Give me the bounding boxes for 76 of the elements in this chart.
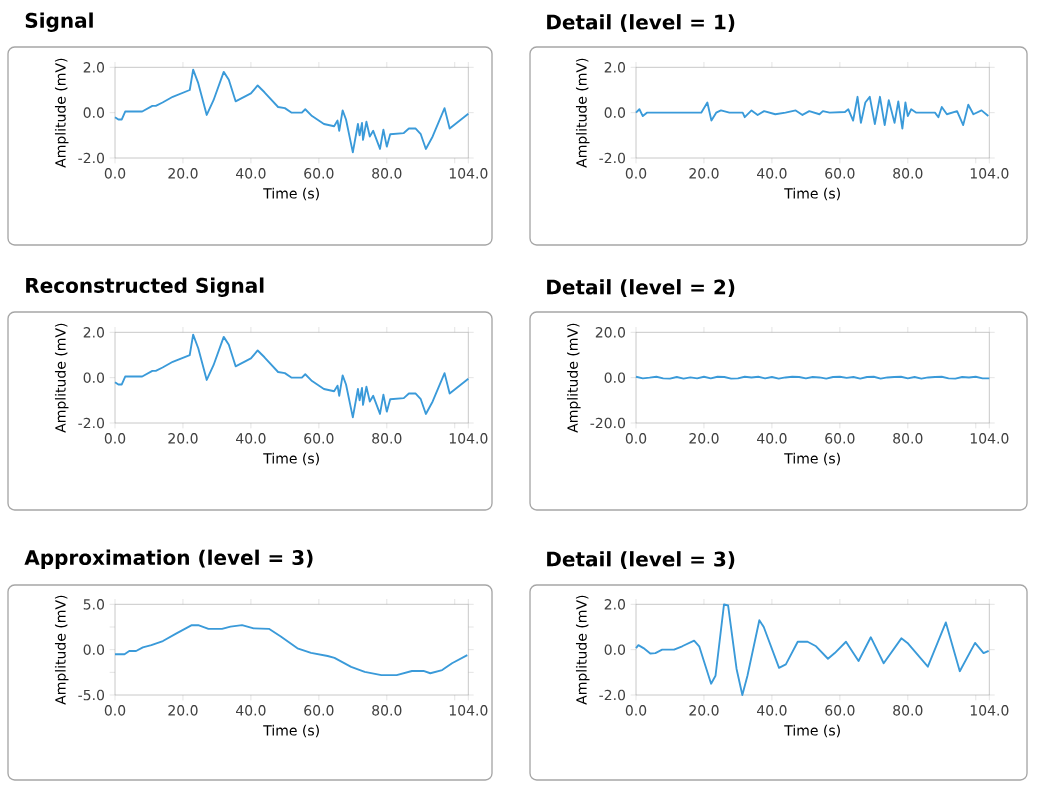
y-axis-title: Amplitude (mV) bbox=[575, 595, 590, 705]
y-tick-label: -5.0 bbox=[78, 689, 105, 701]
x-tick-label: 80.0 bbox=[893, 705, 923, 716]
x-tick-label: 40.0 bbox=[757, 705, 787, 716]
x-tick-label: 104.0 bbox=[449, 705, 488, 716]
x-tick-label: 0.0 bbox=[104, 168, 126, 179]
x-tick-label: 20.0 bbox=[168, 168, 198, 179]
x-tick-label: 20.0 bbox=[168, 705, 198, 716]
y-tick-label: 2.0 bbox=[83, 327, 105, 338]
x-tick-label: 104.0 bbox=[970, 433, 1009, 444]
x-tick-label: 80.0 bbox=[893, 168, 923, 179]
x-tick-label: 80.0 bbox=[372, 168, 402, 179]
y-tick-label: 2.0 bbox=[604, 599, 626, 610]
x-axis-title: Time (s) bbox=[263, 187, 319, 201]
x-tick-label: 20.0 bbox=[689, 705, 719, 716]
chart-title: Signal bbox=[25, 12, 93, 32]
x-axis-title: Time (s) bbox=[784, 452, 840, 466]
y-tick-label: 0.0 bbox=[604, 107, 626, 118]
x-tick-label: 20.0 bbox=[689, 433, 719, 444]
x-tick-label: 104.0 bbox=[970, 705, 1009, 716]
y-axis-title: Amplitude (mV) bbox=[54, 58, 69, 168]
x-tick-label: 60.0 bbox=[304, 705, 334, 716]
y-tick-label: 20.0 bbox=[595, 327, 626, 338]
y-axis-title: Amplitude (mV) bbox=[567, 323, 581, 433]
x-tick-label: 104.0 bbox=[970, 168, 1009, 179]
y-tick-label: 0.0 bbox=[83, 107, 105, 118]
y-axis-title: Amplitude (mV) bbox=[575, 58, 590, 168]
y-axis-title: Amplitude (mV) bbox=[54, 323, 69, 433]
x-tick-label: 20.0 bbox=[689, 168, 719, 179]
x-tick-label: 60.0 bbox=[304, 168, 334, 179]
y-tick-label: -2.0 bbox=[78, 152, 105, 164]
line-series bbox=[635, 95, 990, 130]
x-tick-label: 0.0 bbox=[625, 433, 647, 444]
y-tick-label: 0.0 bbox=[604, 372, 626, 383]
line-series bbox=[114, 68, 470, 154]
y-tick-label: -2.0 bbox=[599, 152, 626, 164]
x-tick-label: 80.0 bbox=[372, 433, 402, 444]
x-tick-label: 80.0 bbox=[893, 433, 923, 444]
y-tick-label: -2.0 bbox=[599, 689, 626, 701]
x-tick-label: 40.0 bbox=[236, 168, 266, 179]
x-tick-label: 60.0 bbox=[825, 705, 855, 716]
x-tick-label: 40.0 bbox=[757, 168, 787, 179]
y-axis-title: Amplitude (mV) bbox=[54, 595, 69, 705]
y-tick-label: 0.0 bbox=[83, 644, 105, 655]
x-tick-label: 60.0 bbox=[825, 433, 855, 444]
chart-title: Detail (level = 3) bbox=[547, 551, 735, 569]
x-axis-title: Time (s) bbox=[263, 452, 319, 466]
x-tick-label: 104.0 bbox=[449, 168, 488, 179]
x-axis-title: Time (s) bbox=[263, 724, 319, 738]
x-tick-label: 0.0 bbox=[625, 168, 647, 179]
y-tick-label: 2.0 bbox=[83, 62, 105, 73]
x-tick-label: 40.0 bbox=[236, 705, 266, 716]
y-tick-label: -2.0 bbox=[78, 417, 105, 429]
x-tick-label: 40.0 bbox=[757, 433, 787, 444]
x-tick-label: 80.0 bbox=[372, 705, 402, 716]
x-tick-label: 40.0 bbox=[236, 433, 266, 444]
x-tick-label: 60.0 bbox=[304, 433, 334, 444]
x-tick-label: 104.0 bbox=[449, 433, 488, 444]
chart-title: Approximation (level = 3) bbox=[24, 549, 313, 569]
x-tick-label: 0.0 bbox=[625, 705, 647, 716]
x-tick-label: 20.0 bbox=[168, 433, 198, 444]
line-series bbox=[114, 624, 469, 676]
x-tick-label: 0.0 bbox=[104, 705, 126, 716]
y-tick-label: 0.0 bbox=[604, 644, 626, 655]
y-tick-label: -20.0 bbox=[590, 417, 626, 429]
y-tick-label: 5.0 bbox=[83, 599, 105, 610]
x-tick-label: 60.0 bbox=[825, 168, 855, 179]
y-tick-label: 2.0 bbox=[604, 62, 626, 73]
y-tick-label: 0.0 bbox=[83, 372, 105, 383]
chart-title: Reconstructed Signal bbox=[26, 277, 264, 297]
line-series bbox=[114, 333, 470, 419]
x-axis-title: Time (s) bbox=[784, 187, 840, 201]
chart-title: Detail (level = 1) bbox=[547, 14, 735, 32]
x-axis-title: Time (s) bbox=[784, 724, 840, 738]
chart-title: Detail (level = 2) bbox=[547, 279, 735, 297]
x-tick-label: 0.0 bbox=[104, 433, 126, 444]
